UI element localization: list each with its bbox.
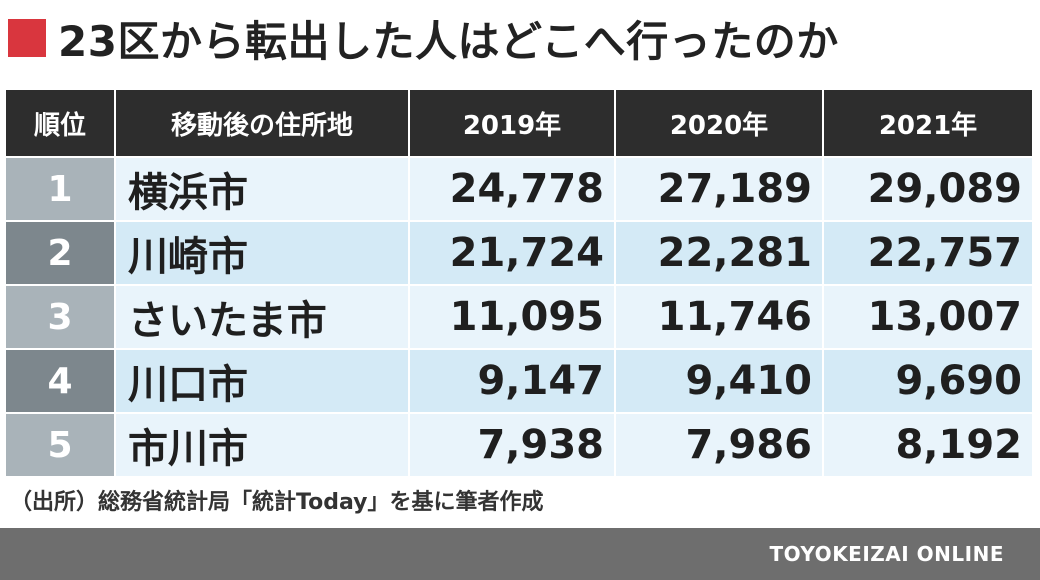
- city-cell: 川崎市: [116, 220, 410, 284]
- value-2021-cell: 9,690: [824, 348, 1032, 412]
- table-header-row: 順位 移動後の住所地 2019年 2020年 2021年: [6, 90, 1032, 156]
- rank-cell: 2: [6, 220, 116, 284]
- value-2019-cell: 7,938: [410, 412, 616, 476]
- header-rank: 順位: [6, 90, 116, 156]
- value-2020-cell: 27,189: [616, 156, 824, 220]
- header-2019: 2019年: [410, 90, 616, 156]
- value-2019-cell: 24,778: [410, 156, 616, 220]
- header-2020: 2020年: [616, 90, 824, 156]
- header-destination: 移動後の住所地: [116, 90, 410, 156]
- rank-cell: 3: [6, 284, 116, 348]
- value-2021-cell: 22,757: [824, 220, 1032, 284]
- table-row: 5 市川市 7,938 7,986 8,192: [6, 412, 1032, 476]
- source-note: （出所）総務省統計局「統計Today」を基に筆者作成: [10, 490, 544, 515]
- footer-bar: TOYOKEIZAI ONLINE: [0, 528, 1040, 580]
- value-2020-cell: 11,746: [616, 284, 824, 348]
- chart-title: 23区から転出した人はどこへ行ったのか: [58, 16, 839, 66]
- header-2021: 2021年: [824, 90, 1032, 156]
- table-row: 1 横浜市 24,778 27,189 29,089: [6, 156, 1032, 220]
- value-2020-cell: 22,281: [616, 220, 824, 284]
- rank-cell: 5: [6, 412, 116, 476]
- value-2019-cell: 21,724: [410, 220, 616, 284]
- table-row: 3 さいたま市 11,095 11,746 13,007: [6, 284, 1032, 348]
- city-cell: 川口市: [116, 348, 410, 412]
- city-cell: 横浜市: [116, 156, 410, 220]
- value-2019-cell: 9,147: [410, 348, 616, 412]
- value-2020-cell: 7,986: [616, 412, 824, 476]
- value-2021-cell: 29,089: [824, 156, 1032, 220]
- value-2020-cell: 9,410: [616, 348, 824, 412]
- value-2021-cell: 13,007: [824, 284, 1032, 348]
- rank-cell: 1: [6, 156, 116, 220]
- title-marker: [8, 19, 46, 57]
- ranking-table: 順位 移動後の住所地 2019年 2020年 2021年 1 横浜市 24,77…: [6, 90, 1032, 476]
- rank-cell: 4: [6, 348, 116, 412]
- title-row: 23区から転出した人はどこへ行ったのか: [8, 10, 839, 66]
- value-2019-cell: 11,095: [410, 284, 616, 348]
- value-2021-cell: 8,192: [824, 412, 1032, 476]
- table-row: 2 川崎市 21,724 22,281 22,757: [6, 220, 1032, 284]
- brand-label: TOYOKEIZAI ONLINE: [769, 542, 1004, 566]
- city-cell: 市川市: [116, 412, 410, 476]
- table-row: 4 川口市 9,147 9,410 9,690: [6, 348, 1032, 412]
- city-cell: さいたま市: [116, 284, 410, 348]
